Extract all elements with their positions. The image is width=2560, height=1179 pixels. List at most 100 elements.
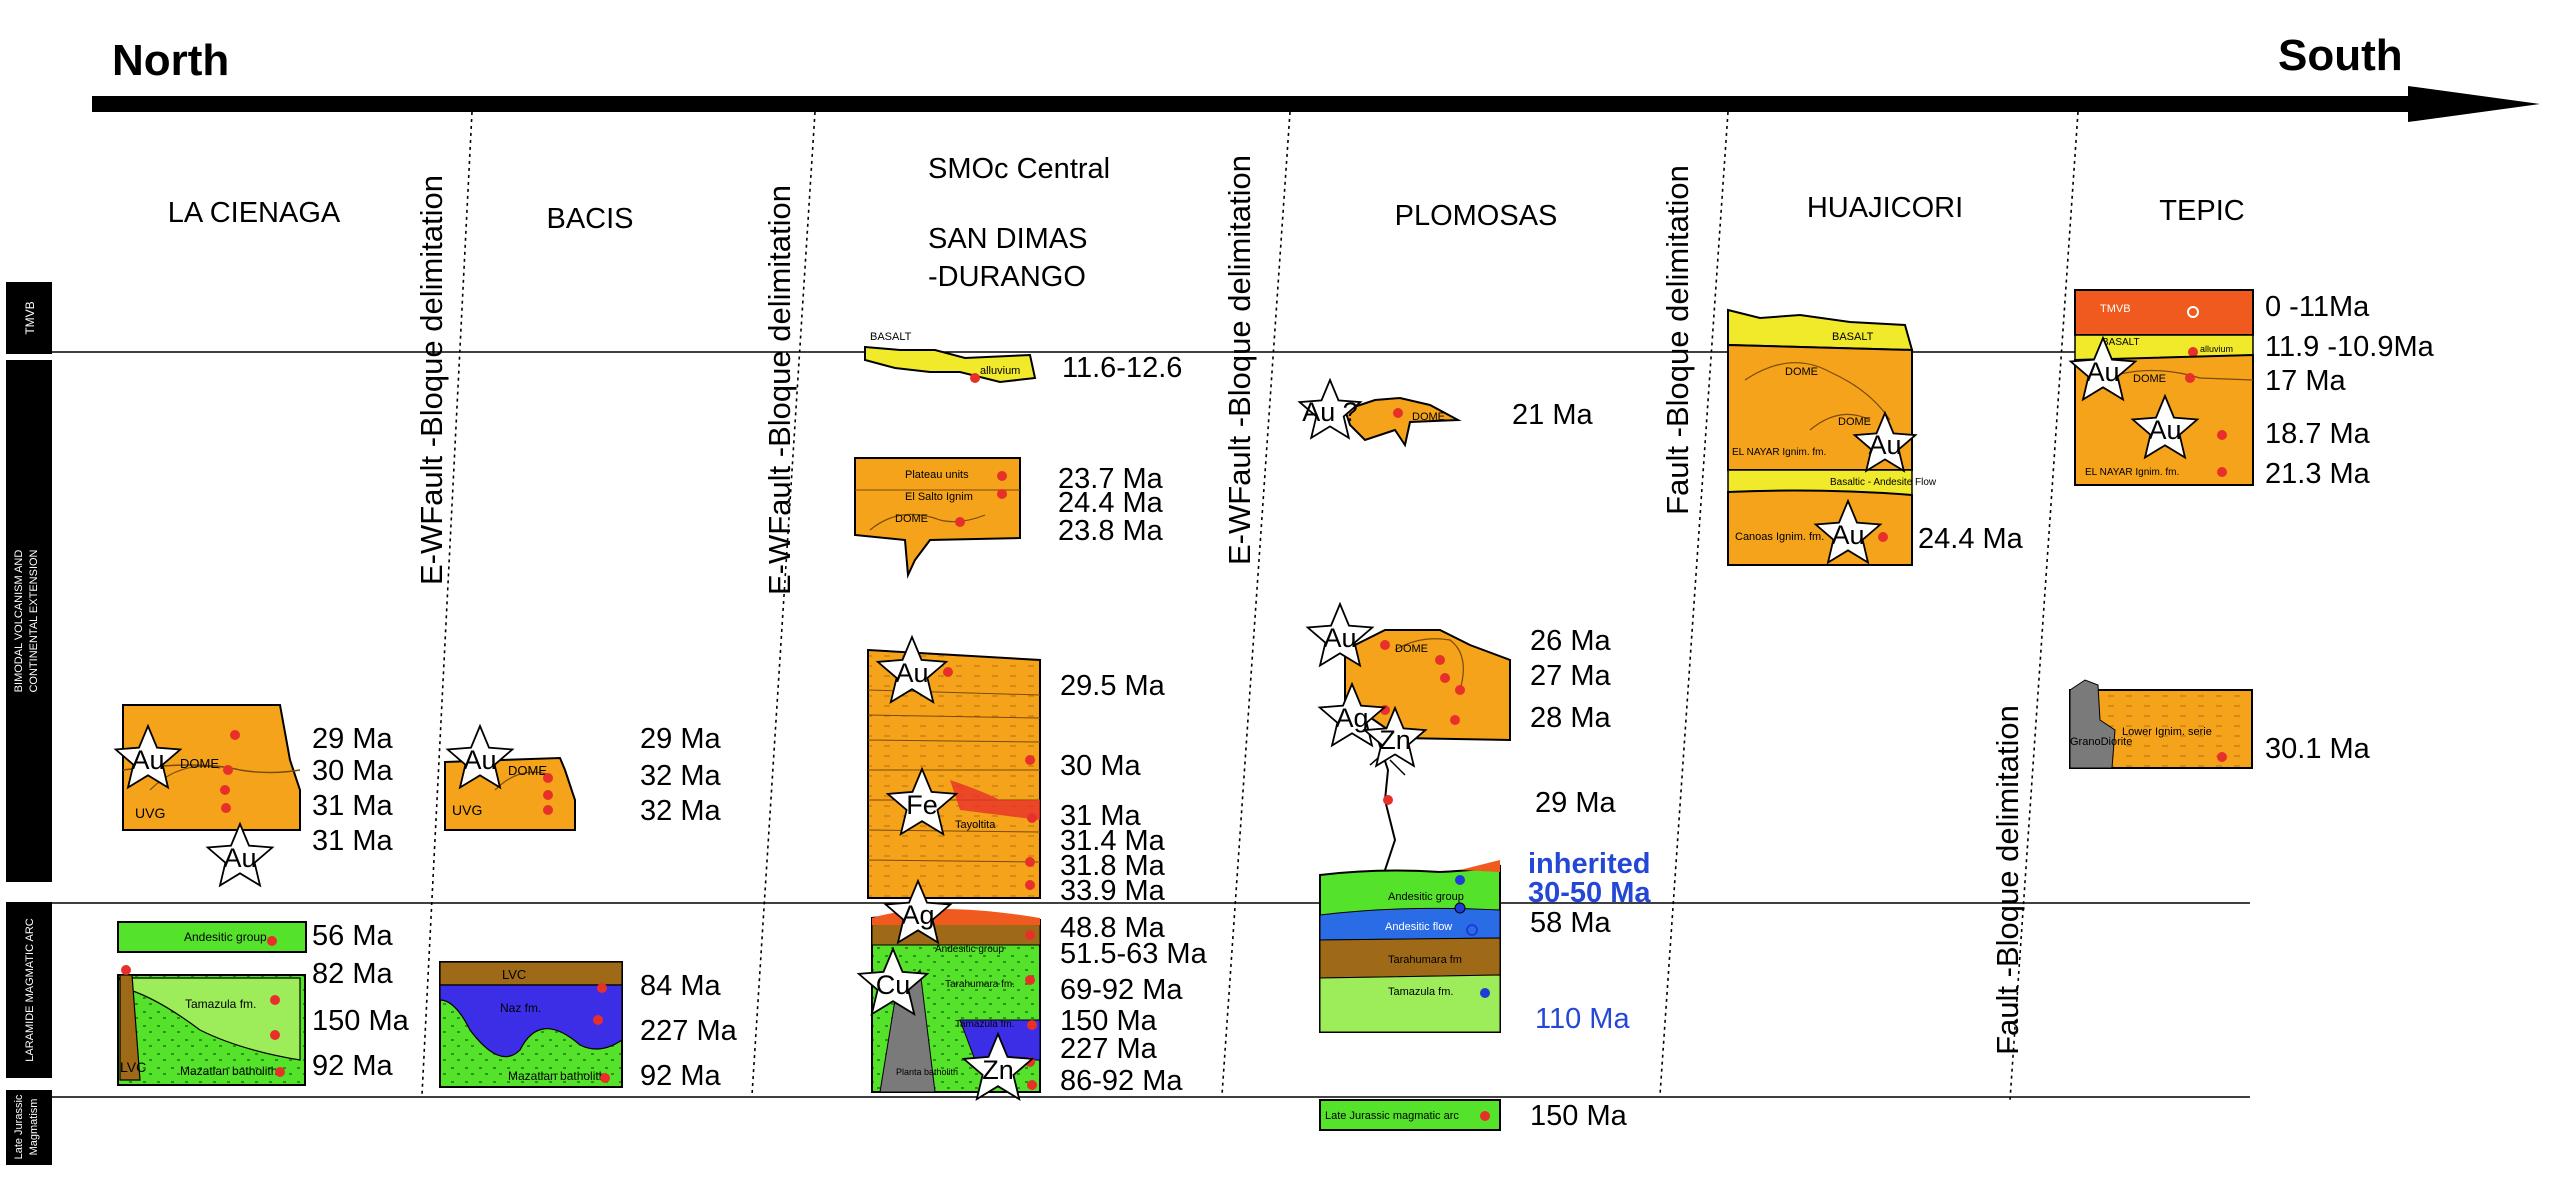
tepic-tmvb-label: TMVB [2100,303,2131,315]
era-label-jurassic-1: Late Jurassic [13,1094,25,1159]
tepic-alluvium-label: alluvium [2200,344,2233,354]
age-pl-28: 28 Ma [1530,702,1611,734]
age-ba-32b: 32 Ma [640,795,721,827]
mineral-star-cu1 [856,946,930,1016]
la-cienaga-uvg-label: UVG [135,805,165,821]
mineral-star-au4 [875,634,949,704]
plomosas-tarahumara-label: Tarahumara fm [1388,954,1462,966]
age-sd-29-5: 29.5 Ma [1060,670,1166,702]
mineral-star-au10 [2130,393,2200,460]
plomosas-andesitic-label: Andesitic group [1388,891,1464,903]
san-dimas-tamazula-label: Tamazula fm. [955,1019,1014,1030]
bacis-dome-label: DOME [508,763,547,778]
era-label-jurassic-2: Magmatism [28,1099,40,1156]
mineral-star-au1 [113,723,183,790]
era-box-bimodal [6,360,52,882]
region-tepic: TEPIC [2159,195,2244,227]
mineral-label-au2: Au [223,843,256,873]
san-dimas-planta-label: Planta batholith [896,1067,958,1077]
san-dimas-alluvium-label: alluvium [980,365,1020,377]
age-sd-24-4: 24.4 Ma [1058,487,1164,519]
san-dimas-elsalto-label: El Salto Ignim [905,491,973,503]
age-pl-21: 21 Ma [1512,399,1593,431]
san-dimas-andesitic-label: Andesitic group [935,944,1004,955]
age-lc-29: 29 Ma [312,723,393,755]
huajicori-basaltic-label: Basaltic - Andesite Flow [1830,477,1937,488]
age-sd-11-6: 11.6-12.6 [1062,352,1182,384]
age-lc-150: 150 Ma [312,1005,410,1037]
age-lc-92: 92 Ma [312,1050,393,1082]
region-durango: -DURANGO [928,261,1086,293]
san-dimas-plateau-block [854,457,1021,579]
era-label-tmvb: TMVB [23,301,37,334]
mineral-label-au4: Au [895,658,928,688]
plomosas-dome-label: DOME [1395,643,1428,655]
age-sd-48-8: 48.8 Ma [1060,912,1166,944]
plomosas-jurassic-label: Late Jurassic magmatic arc [1325,1110,1459,1122]
mineral-label-ag2: Ag [1335,703,1368,733]
san-dimas-basalt-label: BASALT [870,331,912,343]
era-label-laramide: LARAMIDE MAGMATIC ARC [24,918,36,1061]
la-cienaga-mazatlan-label: Mazatlan batholith [180,1064,277,1078]
plomosas-section: DOME DOME Andesitic group Andesitic flow… [1319,396,1511,1131]
region-plomosas: PLOMOSAS [1395,200,1558,232]
plomosas-tamazula-label: Tamazula fm. [1388,986,1453,998]
mineral-label-au7: Au [1323,623,1356,653]
huajicori-dome-label: DOME [1785,366,1818,378]
region-smoc-central: SMOc Central [928,153,1110,185]
mineral-star-au5 [2068,335,2138,402]
delimitation-label-3: E-WFault -Bloque delimitation [1222,155,1257,565]
tepic-dome-label: DOME [2133,373,2166,385]
mineral-label-au9: Au [1831,520,1864,550]
age-pl-inherited: inherited [1528,848,1650,880]
huajicori-canoas-label: Canoas Ignim. fm. [1735,531,1824,543]
delimitation-label-5: Fault -Bloque delimitation [1990,705,2025,1055]
mineral-label-au6: Au ? [1302,397,1358,427]
tepic-tmvb-block [2074,289,2254,336]
age-lc-31b: 31 Ma [312,825,393,857]
age-lc-56: 56 Ma [312,920,393,952]
la-cienaga-volcanic-block [122,704,301,831]
era-box-tmvb [6,282,52,354]
mineral-label-au3: Au [463,745,496,775]
age-pl-27: 27 Ma [1530,660,1611,692]
age-sd-31-8: 31.8 Ma [1060,850,1166,882]
mineral-star-au7 [1305,601,1375,668]
age-te-0-11: 0 -11Ma [2265,291,2370,323]
la-cienaga-lvc-label: LVC [120,1059,146,1075]
age-sd-69-92: 69-92 Ma [1060,974,1183,1006]
san-dimas-tayoltita-block [867,648,1041,899]
age-te-21-3: 21.3 Ma [2265,458,2371,490]
north-south-arrow-shaft [92,96,2412,112]
plomosas-jurassic-block [1319,1099,1501,1131]
south-label: South [2278,31,2403,80]
age-sd-31-4: 31.4 Ma [1060,825,1166,857]
age-sd-33-9: 33.9 Ma [1060,875,1166,907]
age-pl-29: 29 Ma [1535,787,1616,819]
la-cienaga-section: DOME UVG Andesitic group Tamazula fm. LV… [116,704,307,1086]
tepic-granodiorite-label: GranoDiorite [2070,736,2132,748]
region-san-dimas: SAN DIMAS [928,223,1088,255]
age-sd-23-8: 23.8 Ma [1058,515,1164,547]
age-sd-150: 150 Ma [1060,1005,1158,1037]
mineral-star-au3 [445,723,515,790]
mineral-star-zn1 [961,1031,1035,1101]
mineral-label-au5: Au [2086,357,2119,387]
mineral-star-au9 [1813,498,1883,565]
delimitation-label-2: E-WFault -Bloque delimitation [762,185,797,595]
san-dimas-tayoltita-label: Tayoltita [955,819,996,831]
north-label: North [112,36,229,85]
san-dimas-tarahumara-label: Tarahumara fm. [945,979,1015,990]
age-pl-58: 58 Ma [1530,907,1611,939]
north-south-arrow-head [2408,86,2540,122]
mineral-star-ag1 [883,878,953,945]
region-bacis: BACIS [546,203,633,235]
plomosas-dome-top [1343,396,1462,448]
age-te-11-9: 11.9 -10.9Ma [2265,331,2435,363]
bacis-lvc-label: LVC [502,967,526,982]
age-lc-30: 30 Ma [312,755,393,787]
era-label-bimodal-2: CONTINENTAL EXTENSION [28,549,40,692]
mineral-label-ag1: Ag [901,900,934,930]
tepic-section: TMVB BASALT alluvium DOME EL NAYAR Ignim… [2069,289,2254,769]
